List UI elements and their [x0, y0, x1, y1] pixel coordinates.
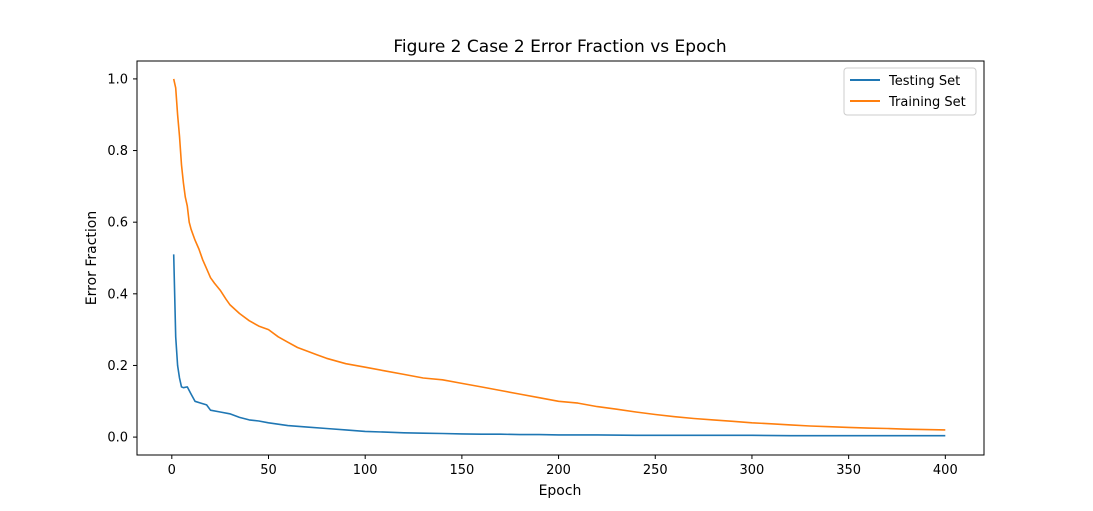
- y-tick-label: 1.0: [107, 72, 128, 87]
- series-line-testing-set: [172, 254, 946, 437]
- legend: Testing Set Training Set: [843, 67, 977, 116]
- x-tick-label: 100: [353, 463, 378, 478]
- x-tick-label: 250: [643, 463, 668, 478]
- y-axis-label: Error Fraction: [84, 211, 100, 305]
- x-tick-label: 200: [546, 463, 571, 478]
- y-tick-label: 0.2: [107, 359, 128, 374]
- x-axis-label: Epoch: [539, 483, 582, 499]
- legend-label-testing-set: Testing Set: [888, 74, 960, 89]
- y-tick-label: 0.0: [107, 431, 128, 446]
- x-tick-label: 0: [168, 463, 176, 478]
- x-tick-label: 400: [933, 463, 958, 478]
- y-axis-ticks: 0.0 0.2 0.4 0.6 0.8 1.0: [107, 72, 137, 446]
- x-axis-ticks: 0 50 100 150 200 250 300 350 400: [168, 455, 958, 478]
- y-tick-label: 0.4: [107, 287, 128, 302]
- series-layer: [172, 78, 946, 437]
- series-line-training-set: [172, 78, 946, 431]
- x-tick-label: 350: [836, 463, 861, 478]
- y-tick-label: 0.6: [107, 216, 128, 231]
- x-tick-label: 150: [449, 463, 474, 478]
- x-tick-label: 50: [260, 463, 277, 478]
- plot-frame: [136, 60, 985, 456]
- y-tick-label: 0.8: [107, 144, 128, 159]
- legend-label-training-set: Training Set: [888, 95, 966, 110]
- x-tick-label: 300: [740, 463, 765, 478]
- chart-title: Figure 2 Case 2 Error Fraction vs Epoch: [393, 37, 726, 57]
- plot-area: 0 50 100 150 200 250 300 350 400 0.0 0.2 0.4 0.6 0.8…: [107, 60, 985, 478]
